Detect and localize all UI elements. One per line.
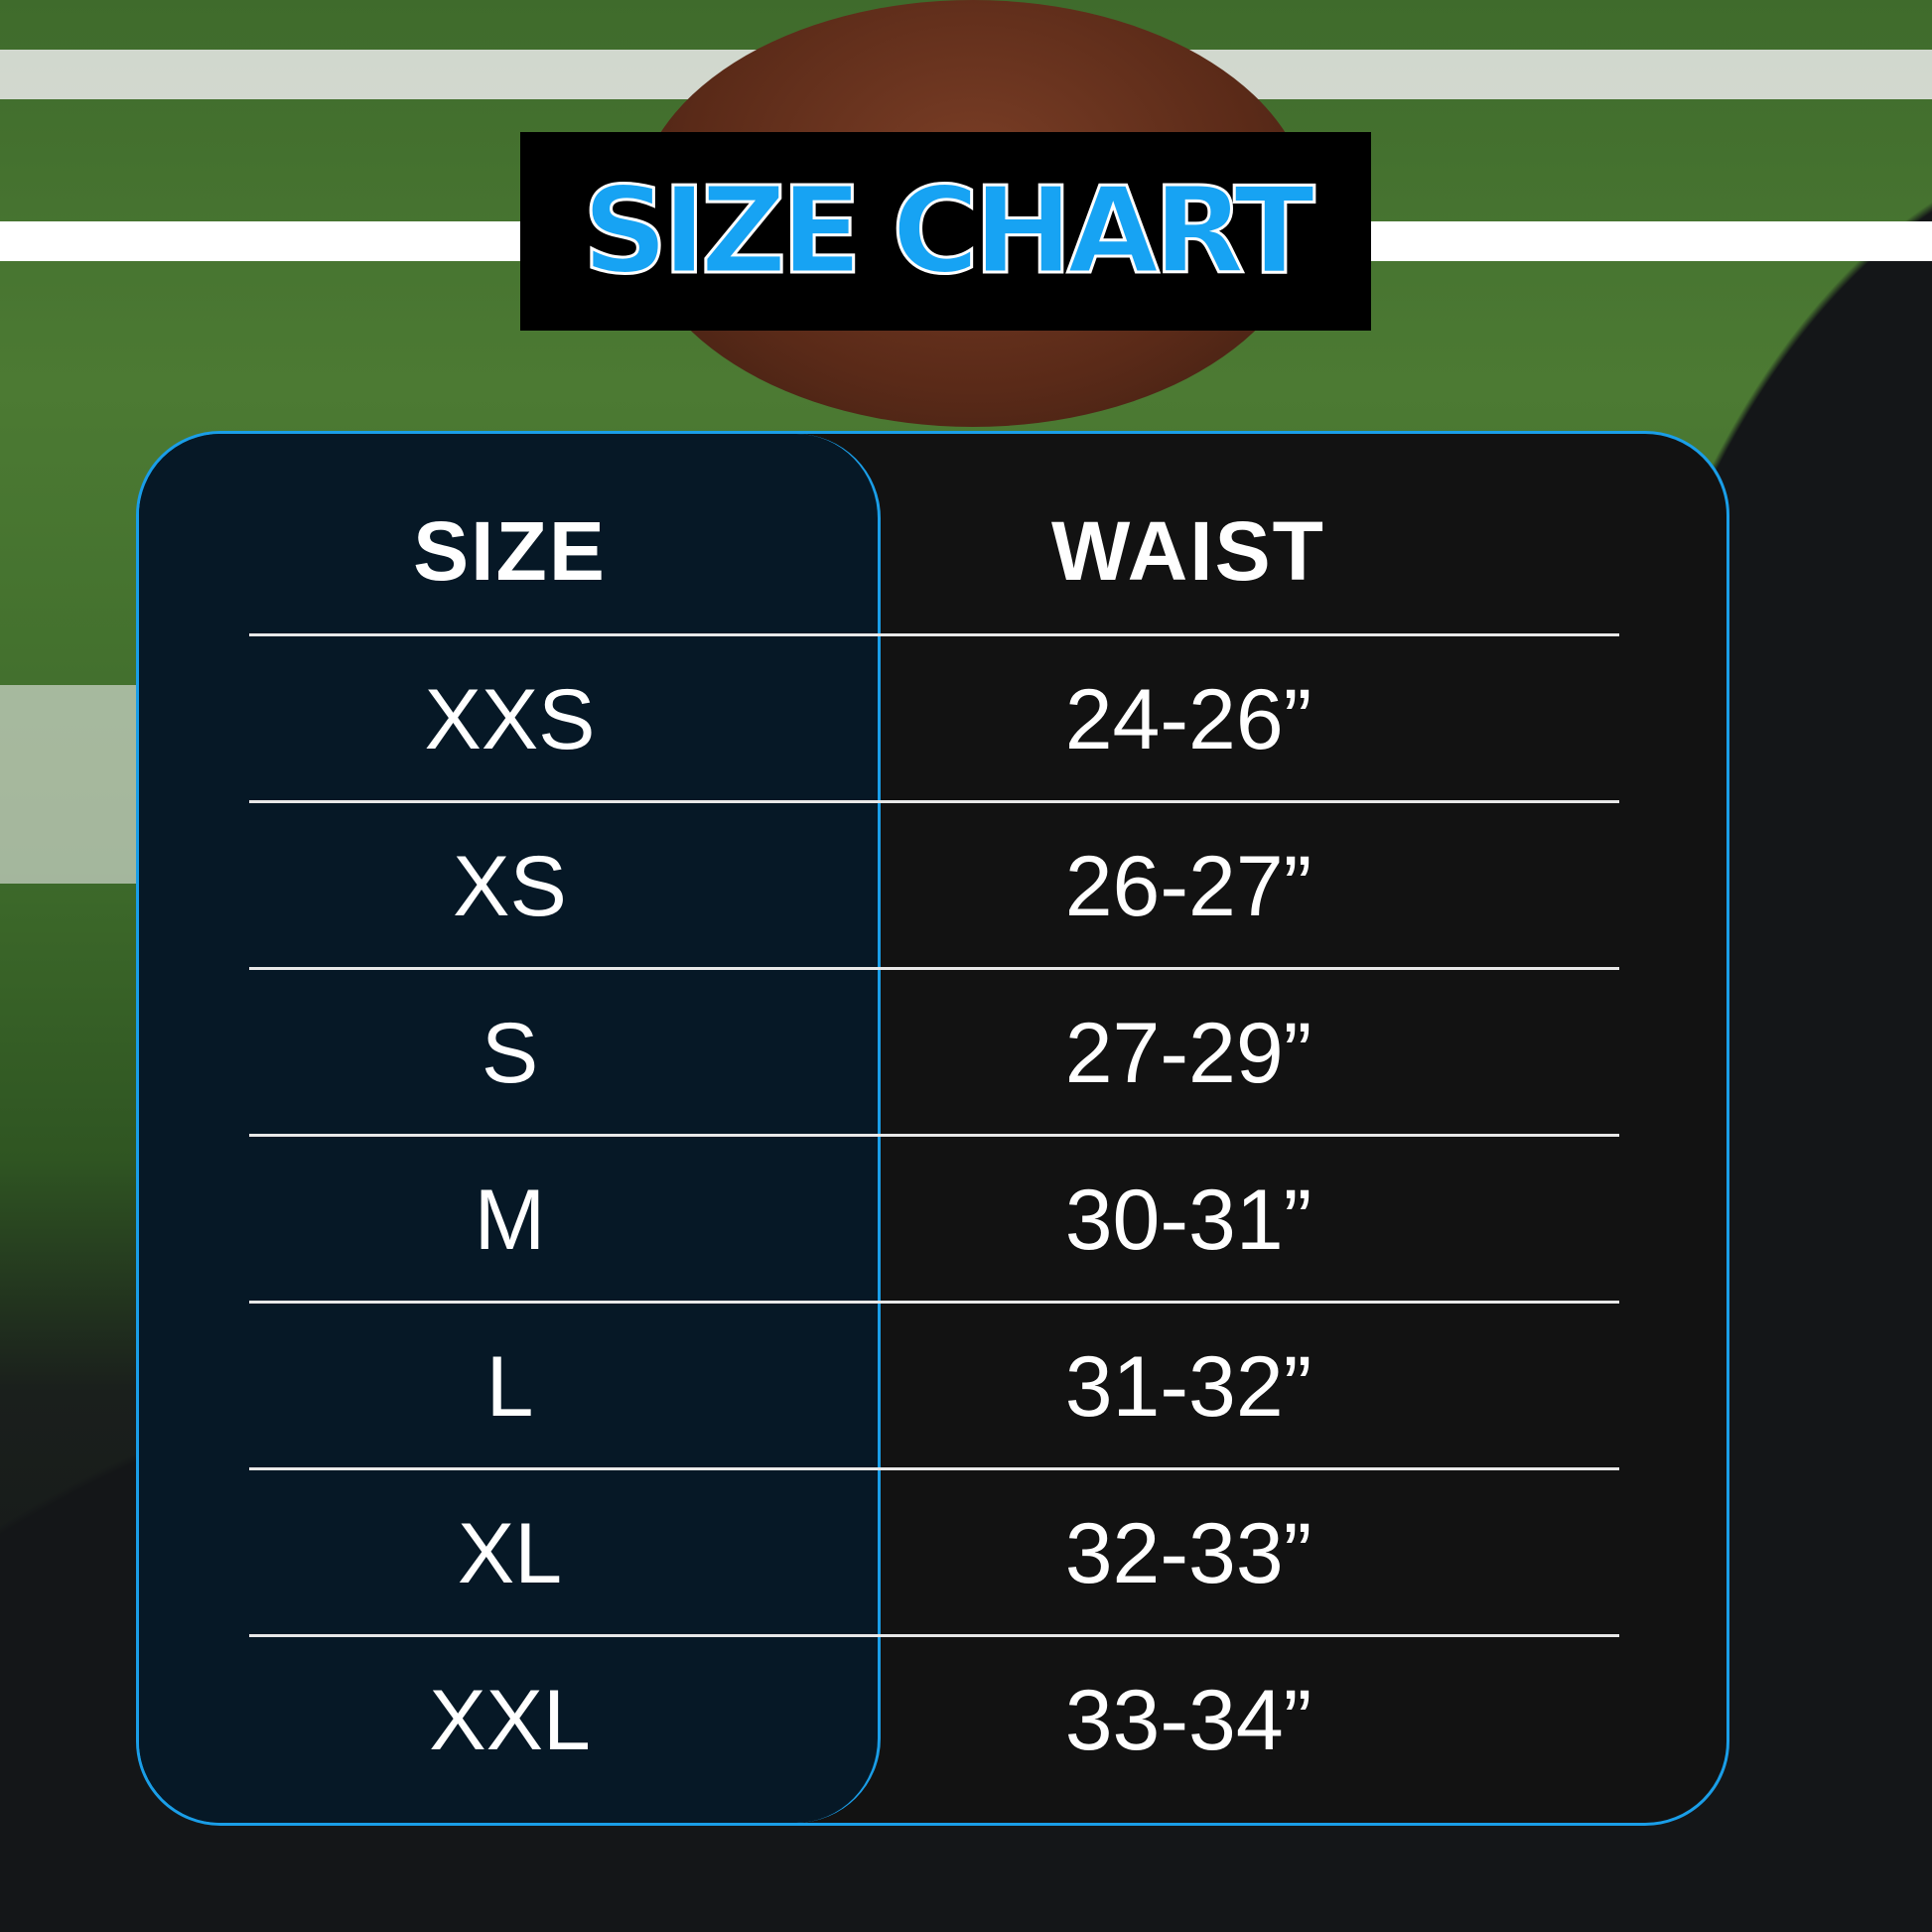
title-banner: SIZE CHART [520, 132, 1371, 331]
header-waist: WAIST [1051, 504, 1325, 598]
size-cell: XL [457, 1506, 563, 1601]
size-cell: M [474, 1173, 546, 1268]
row-divider [249, 1634, 1619, 1637]
row-divider [249, 1467, 1619, 1470]
waist-cell: 33-34” [1064, 1673, 1312, 1768]
size-cell: XXS [424, 672, 596, 767]
waist-cell: 26-27” [1064, 839, 1312, 934]
size-cell: S [481, 1006, 539, 1101]
waist-cell: 27-29” [1064, 1006, 1312, 1101]
page-title: SIZE CHART [581, 161, 1316, 302]
waist-cell: 31-32” [1064, 1339, 1312, 1435]
divider-right [1358, 221, 1932, 261]
row-divider [249, 967, 1619, 970]
row-divider [249, 1301, 1619, 1304]
header-size: SIZE [413, 504, 607, 598]
size-cell: XS [453, 839, 567, 934]
row-divider [249, 1134, 1619, 1137]
size-chart-table: SIZE WAIST XXS 24-26” XS 26-27” S 27-29”… [136, 431, 1729, 1826]
waist-cell: 32-33” [1064, 1506, 1312, 1601]
waist-cell: 24-26” [1064, 672, 1312, 767]
size-cell: L [485, 1339, 534, 1435]
size-cell: XXL [429, 1673, 591, 1768]
divider-left [0, 221, 536, 261]
size-column [139, 434, 881, 1823]
waist-cell: 30-31” [1064, 1173, 1312, 1268]
row-divider [249, 800, 1619, 803]
row-divider [249, 633, 1619, 636]
